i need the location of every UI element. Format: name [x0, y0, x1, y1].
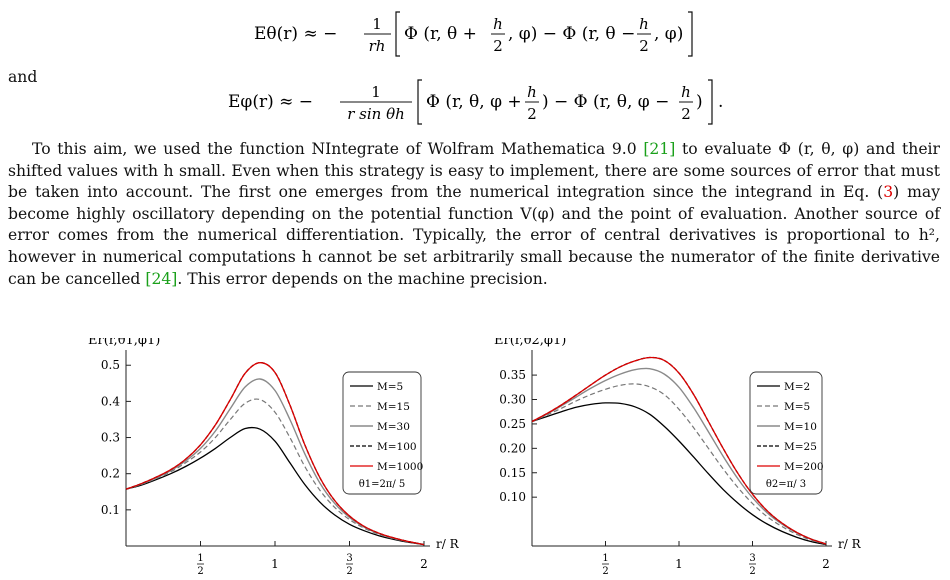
c1-series-line-2 [531, 383, 827, 545]
c1-x-tick-den: 2 [749, 566, 755, 577]
c0-y-tick-label: 0.4 [101, 394, 120, 408]
eq1-h-den: 2 [493, 37, 503, 55]
c0-x-tick-label: 1 [271, 557, 279, 571]
chart-right: Er(r,θ2,φ1) r/ R 0.10 0.15 0.20 0.25 0.30 0.35 1… [494, 338, 862, 577]
equation-ref-3[interactable]: 3 [883, 183, 894, 202]
c1-y-tick-label: 0.10 [499, 490, 526, 504]
c0-y-tick-label: 0.5 [101, 358, 120, 372]
c0-x-axis-label: r/ R [436, 537, 460, 551]
c0-y-tick-label: 0.1 [101, 503, 120, 517]
eq2-h-den-2: 2 [681, 105, 691, 123]
equation-e-theta-svg: Eθ(r) ≈ − 1 rh Φ (r, θ + h 2 , φ) − Φ (r… [254, 11, 693, 57]
c1-y-axis-label: Er(r,θ2,φ1) [494, 338, 566, 348]
eq2-close: ) [696, 92, 703, 112]
c0-series-line-1 [125, 426, 425, 546]
eq2-open: Φ (r, θ, φ + [426, 92, 522, 112]
eq1-lhs: Eθ(r) ≈ − [254, 24, 337, 44]
c0-series-line-2 [125, 398, 425, 546]
c1-legend-entry: M=5 [784, 401, 810, 413]
c0-y-tick-label: 0.3 [101, 431, 120, 445]
eq2-h-num: h [527, 83, 537, 101]
c0-x-tick-label: 2 [420, 557, 428, 571]
c1-x-tick-den: 2 [602, 566, 608, 577]
and-text: and [8, 68, 38, 86]
eq2-frac-num: 1 [371, 83, 381, 101]
c1-y-tick-label: 0.35 [499, 368, 526, 382]
eq1-open: Φ (r, θ + [404, 24, 477, 44]
c1-legend-box [749, 371, 823, 495]
c1-x-tick-num: 3 [749, 553, 755, 564]
c0-legend-entry: M=30 [377, 421, 410, 433]
c1-legend-entry: M=25 [784, 441, 817, 453]
eq1-frac-num: 1 [372, 15, 382, 33]
eq1-frac-den: rh [369, 37, 386, 55]
c0-legend-note: θ1=2π/ 5 [359, 479, 406, 490]
c1-y-tick-label: 0.15 [499, 466, 526, 480]
para-part-4: . This error depends on the machine prec… [177, 269, 548, 288]
c0-legend-entry: M=100 [377, 441, 417, 453]
c1-y-tick-label: 0.30 [499, 393, 526, 407]
c1-y-tick-label: 0.20 [499, 441, 526, 455]
eq2-period: . [718, 92, 723, 112]
c1-legend-entry: M=200 [784, 461, 824, 473]
eq1-h-den-2: 2 [639, 37, 649, 55]
c0-legend-box [342, 371, 422, 495]
eq2-lhs: Eφ(r) ≈ − [228, 92, 313, 112]
c1-x-tick-label: 2 [822, 557, 830, 571]
c1-legend-note: θ2=π/ 3 [766, 479, 806, 490]
c1-series-line-3 [531, 367, 827, 545]
c0-x-tick-num: 3 [346, 553, 352, 564]
eq1-h-num-2: h [639, 15, 649, 33]
citation-24[interactable]: [24] [145, 269, 178, 288]
c1-series-line-5 [531, 356, 827, 545]
c0-y-tick-label: 0.2 [101, 467, 120, 481]
equation-e-theta: Eθ(r) ≈ − 1 rh Φ (r, θ + h 2 , φ) − Φ (r… [254, 4, 694, 64]
eq2-h-den: 2 [527, 105, 537, 123]
c1-legend-entry: M=10 [784, 421, 817, 433]
c0-legend-entry: M=15 [377, 401, 410, 413]
eq2-mid: ) − Φ (r, θ, φ − [542, 92, 669, 112]
c1-x-tick-num: 1 [602, 553, 608, 564]
c1-legend-entry: M=2 [784, 381, 810, 393]
c0-x-tick-num: 1 [197, 553, 203, 564]
para-part-3: ) may become highly oscillatory dependin… [8, 183, 941, 288]
c0-legend-entry: M=1000 [377, 461, 423, 473]
citation-21[interactable]: [21] [643, 140, 676, 158]
c0-y-axis-label: Er(r,θ1,φ1) [88, 338, 160, 348]
para-part-1: To this aim, we used the function NInteg… [32, 140, 644, 158]
c0-x-tick-den: 2 [197, 566, 203, 577]
chart-left: Er(r,θ1,φ1) r/ R 0.1 0.2 0.3 0.4 0.5 1 2 1 3 2 2 M=5 M… [88, 338, 460, 577]
eq2-frac-den: r sin θh [347, 105, 405, 123]
para-part-2: to evaluate Φ (r, θ, φ) and their shifte… [8, 140, 940, 202]
c0-legend-entry: M=5 [377, 381, 403, 393]
c0-x-tick-den: 2 [346, 566, 352, 577]
eq1-close: , φ) [654, 24, 683, 44]
c1-x-tick-label: 1 [675, 557, 683, 571]
c1-x-axis-label: r/ R [838, 537, 862, 551]
eq1-h-num: h [493, 15, 503, 33]
c1-series-line-1 [531, 402, 827, 546]
body-paragraph: To this aim, we used the function NInteg… [8, 139, 940, 290]
equation-e-phi-svg: Eφ(r) ≈ − 1 r sin θh Φ (r, θ, φ + h 2 ) … [228, 79, 723, 125]
eq2-h-num-2: h [681, 83, 691, 101]
c1-y-tick-label: 0.25 [499, 417, 526, 431]
c0-series-line-5 [125, 362, 425, 546]
eq1-mid: , φ) − Φ (r, θ − [508, 24, 635, 44]
equation-e-phi: Eφ(r) ≈ − 1 r sin θh Φ (r, θ, φ + h 2 ) … [228, 72, 728, 132]
